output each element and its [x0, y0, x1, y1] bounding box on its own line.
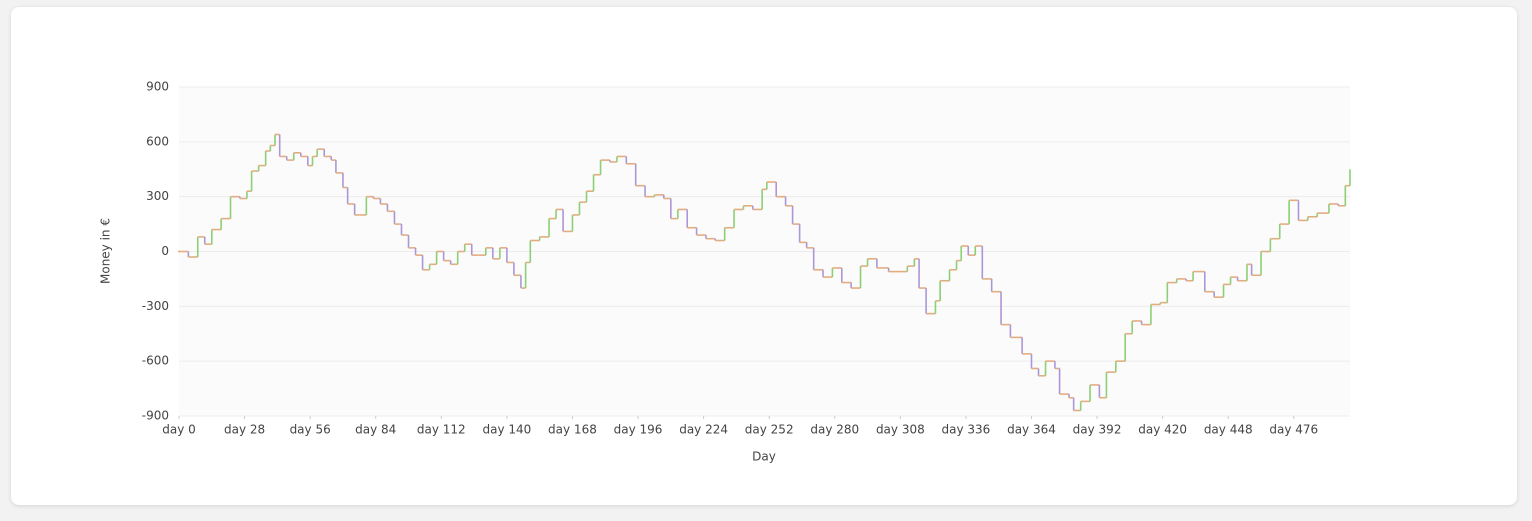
y-tick-label: 300	[146, 189, 169, 203]
x-tick-label: day 196	[614, 423, 663, 437]
x-tick-label: day 224	[679, 423, 728, 437]
x-tick-label: day 280	[810, 423, 859, 437]
x-tick-label: day 56	[290, 423, 331, 437]
y-tick-label: 900	[146, 80, 169, 94]
x-tick-label: day 364	[1007, 423, 1056, 437]
x-tick-label: day 392	[1073, 423, 1122, 437]
y-tick-label: 600	[146, 134, 169, 148]
x-tick-label: day 336	[942, 423, 991, 437]
y-tick-label: -600	[142, 354, 169, 368]
x-tick-label: day 28	[224, 423, 265, 437]
x-tick-label: day 476	[1269, 423, 1318, 437]
x-tick-label: day 308	[876, 423, 925, 437]
y-tick-label: -900	[142, 409, 169, 423]
y-axis-label: Money in €	[99, 218, 113, 284]
x-tick-label: day 168	[548, 423, 597, 437]
y-tick-label: -300	[142, 299, 169, 313]
x-tick-label: day 252	[745, 423, 794, 437]
x-tick-label: day 420	[1138, 423, 1187, 437]
x-tick-label: day 84	[355, 423, 396, 437]
y-tick-label: 0	[161, 244, 169, 258]
x-tick-label: day 112	[417, 423, 466, 437]
x-tick-label: day 0	[162, 423, 196, 437]
x-tick-label: day 448	[1204, 423, 1253, 437]
x-axis-label: Day	[752, 450, 776, 464]
x-tick-label: day 140	[482, 423, 531, 437]
